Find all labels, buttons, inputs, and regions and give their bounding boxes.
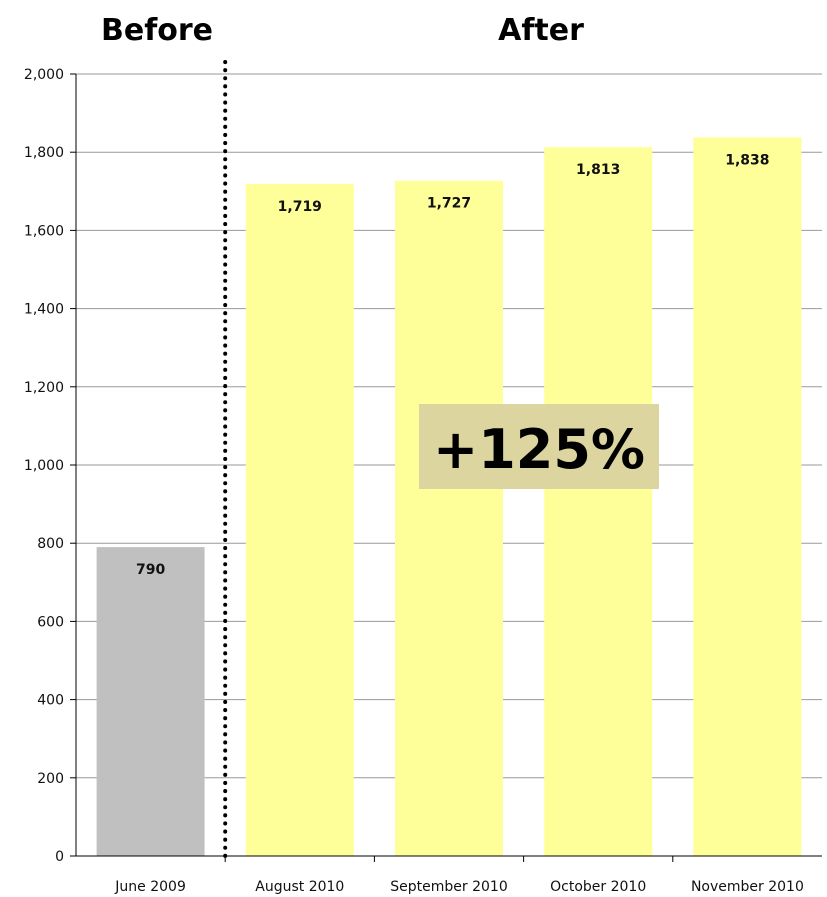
bar-after xyxy=(245,183,354,857)
y-tick-label: 0 xyxy=(55,849,64,865)
x-tick-label: September 2010 xyxy=(390,879,507,895)
y-tick-label: 1,000 xyxy=(24,458,64,474)
before-header: Before xyxy=(101,13,213,48)
bar-value-label: 1,813 xyxy=(576,162,620,178)
x-tick-label: November 2010 xyxy=(691,879,804,895)
y-tick-label: 600 xyxy=(37,614,64,630)
x-axis-ticks: June 2009 August 2010 September 2010 Octobe… xyxy=(114,856,804,895)
y-tick-label: 1,400 xyxy=(24,302,64,318)
y-tick-label: 1,600 xyxy=(24,223,64,239)
callout-text: +125% xyxy=(433,418,645,481)
bar-after xyxy=(395,180,503,857)
callout-box xyxy=(419,404,659,489)
y-axis-ticks: 0 200 400 600 800 1,000 1,200 1,400 1,600 1,800 2,… xyxy=(24,67,76,865)
y-tick-label: 2,000 xyxy=(24,67,64,83)
bar-value-label: 1,719 xyxy=(278,199,322,215)
after-header: After xyxy=(498,13,584,48)
bars xyxy=(96,137,802,857)
y-tick-label: 1,800 xyxy=(24,145,64,161)
percent-change-callout: +125% xyxy=(419,404,659,489)
data-labels: 790 1,719 1,727 1,813 1,838 xyxy=(136,152,770,578)
bar-after xyxy=(544,147,653,856)
bar-value-label: 1,838 xyxy=(725,152,769,168)
bar-before xyxy=(96,547,205,856)
y-tick-label: 200 xyxy=(37,771,64,787)
bar-value-label: 1,727 xyxy=(427,196,471,212)
y-tick-label: 800 xyxy=(37,536,64,552)
x-tick-label: August 2010 xyxy=(255,879,344,895)
y-tick-label: 400 xyxy=(37,693,64,709)
x-tick-label: October 2010 xyxy=(550,879,646,895)
bar-value-label: 790 xyxy=(136,562,165,578)
bar-after xyxy=(693,137,802,857)
y-tick-label: 1,200 xyxy=(24,380,64,396)
x-tick-label: June 2009 xyxy=(114,879,186,895)
